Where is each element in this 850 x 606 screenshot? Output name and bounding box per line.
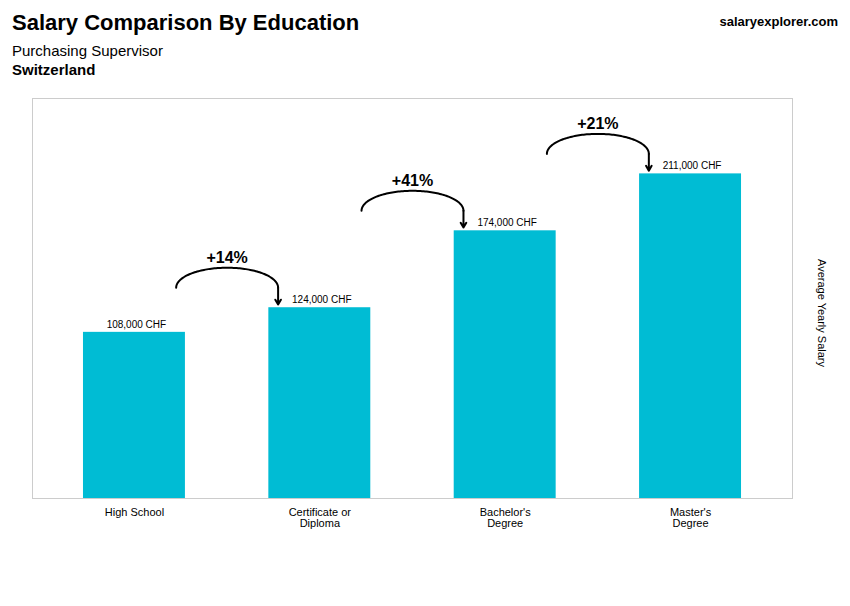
svg-text:High School: High School [105, 506, 164, 518]
svg-text:124,000 CHF: 124,000 CHF [292, 294, 351, 305]
svg-text:+21%: +21% [577, 115, 618, 132]
svg-text:Bachelor'sDegree: Bachelor'sDegree [480, 506, 532, 529]
svg-text:Master'sDegree: Master'sDegree [670, 506, 712, 529]
svg-text:+41%: +41% [392, 172, 433, 189]
svg-text:211,000 CHF: 211,000 CHF [663, 160, 722, 171]
html-text:salaryexplorer.com: salaryexplorer.com [719, 14, 838, 29]
svg-text:Certificate orDiploma: Certificate orDiploma [289, 506, 352, 529]
svg-text:174,000 CHF: 174,000 CHF [477, 217, 536, 228]
svg-text:+14%: +14% [206, 249, 247, 266]
svg-text:108,000 CHF: 108,000 CHF [107, 319, 166, 330]
html-text:Switzerland: Switzerland [12, 61, 96, 78]
html-text:Purchasing Supervisor: Purchasing Supervisor [12, 42, 163, 59]
html-text:Average Yearly Salary: Average Yearly Salary [816, 259, 828, 367]
html-text:Salary Comparison By Education: Salary Comparison By Education [12, 10, 360, 35]
